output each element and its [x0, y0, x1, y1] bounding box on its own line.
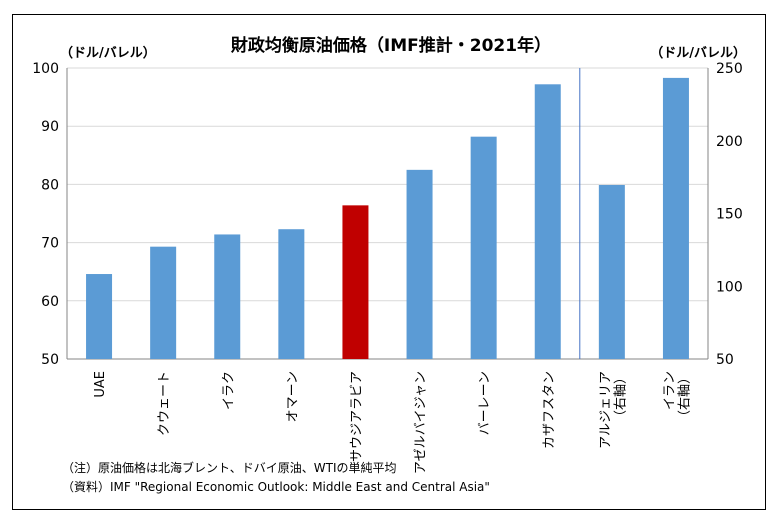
category-label: クウェート: [157, 371, 172, 436]
right-axis-unit: （ドル/バレル）: [650, 45, 746, 61]
left-tick-label: 70: [41, 236, 59, 252]
category-label: バーレーン: [478, 371, 493, 435]
left-tick-label: 50: [41, 352, 59, 368]
bar: [150, 246, 177, 359]
category-label: アゼルバイジャン: [414, 371, 429, 474]
right-tick-label: 150: [716, 207, 743, 223]
category-label: イラク: [221, 371, 236, 410]
chart-title: 財政均衡原油価格（IMF推計・2021年）: [230, 35, 551, 56]
left-tick-label: 100: [32, 61, 59, 77]
right-tick-label: 100: [716, 279, 743, 295]
bar: [598, 184, 625, 359]
category-label: イラン: [662, 371, 677, 410]
bar: [534, 84, 561, 360]
chart-note: （注）原油価格は北海ブレント、ドバイ原油、WTIの単純平均: [62, 461, 397, 475]
category-label: サウジアラビア: [349, 371, 364, 462]
bar: [470, 136, 497, 359]
category-label: （右軸）: [613, 371, 628, 423]
bar: [406, 169, 433, 359]
category-label: アルジェリア: [598, 371, 613, 449]
category-label: オマーン: [285, 371, 300, 422]
bar: [214, 234, 241, 359]
bar: [662, 77, 689, 360]
left-tick-label: 90: [41, 119, 59, 135]
bar: [278, 229, 305, 359]
category-label: （右軸）: [677, 371, 692, 423]
left-tick-label: 60: [41, 294, 59, 310]
category-label: カザフスタン: [542, 371, 557, 449]
chart-source: （資料）IMF "Regional Economic Outlook: Midd…: [62, 480, 490, 494]
right-tick-label: 50: [716, 352, 734, 368]
chart-frame: [12, 14, 766, 510]
bar: [342, 205, 369, 359]
right-tick-label: 200: [716, 134, 743, 150]
right-tick-label: 250: [716, 61, 743, 77]
left-axis-unit: （ドル/バレル）: [60, 45, 156, 61]
bar: [86, 274, 113, 359]
left-tick-label: 80: [41, 177, 59, 193]
category-label: UAE: [93, 371, 108, 398]
